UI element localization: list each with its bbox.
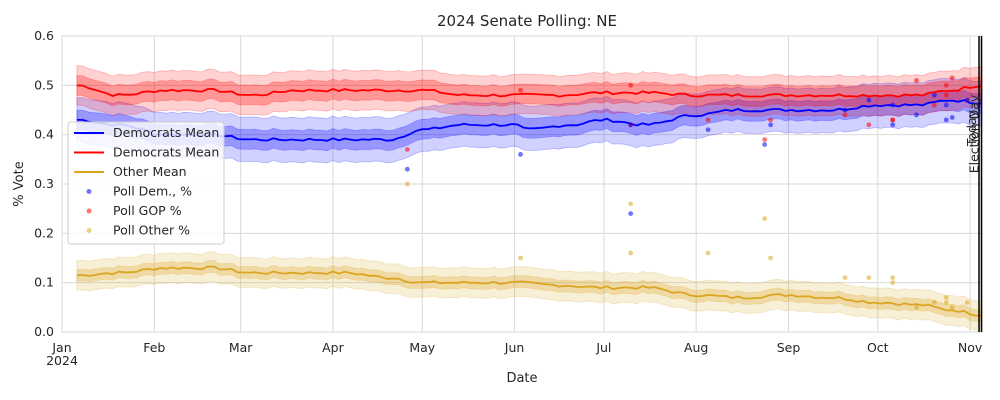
poll-gop-point [768,117,773,122]
poll-gop-point [405,147,410,152]
x-tick-label: Feb [143,340,165,355]
y-tick-label: 0.6 [34,28,54,43]
y-tick-label: 0.1 [34,275,54,290]
poll-dem-point [944,103,949,108]
x-tick-label: May [409,340,435,355]
legend: Democrats Mean Democrats Mean Other Mean Po… [68,122,224,244]
legend-dot-swatch [87,228,92,233]
poll-gop-point [866,122,871,127]
poll-dem-point [950,115,955,120]
x-axis-label: Date [506,371,537,386]
poll-gop-point [762,137,767,142]
poll-gop-point [706,117,711,122]
poll-other-point [762,216,767,221]
poll-dem-point [932,93,937,98]
legend-dot-swatch [87,209,92,214]
poll-other-point [405,182,410,187]
legend-label: Poll Other % [113,223,190,238]
poll-dem-point [706,127,711,132]
poll-dem-point [890,103,895,108]
poll-other-point [944,300,949,305]
poll-other-point [518,256,523,261]
poll-gop-point [932,103,937,108]
legend-label: Poll GOP % [113,203,182,218]
x-tick-label: Jun [504,340,525,355]
poll-dem-point [518,152,523,157]
y-axis-label: % Vote [12,161,27,206]
y-tick-label: 0.3 [34,176,54,191]
poll-other-point [932,300,937,305]
poll-gop-point [518,88,523,93]
x-tick-sublabel: 2024 [46,353,78,368]
x-tick-label: Apr [322,340,344,355]
poll-gop-point [950,76,955,81]
poll-dem-point [405,167,410,172]
legend-label: Democrats Mean [113,145,219,160]
poll-gop-point [944,83,949,88]
poll-other-point [914,305,919,310]
y-tick-label: 0.5 [34,77,54,92]
poll-gop-point [843,113,848,118]
poll-gop-point [890,117,895,122]
poll-gop-point [944,93,949,98]
poll-other-point [706,251,711,256]
x-tick-label: Sep [777,340,801,355]
poll-dem-point [628,211,633,216]
poll-dem-point [768,122,773,127]
legend-label: Poll Dem., % [113,184,192,199]
poll-dem-point [762,142,767,147]
x-tick-label: Mar [229,340,253,355]
legend-label: Democrats Mean [113,125,219,140]
election-day-label: Election Day [967,94,982,173]
poll-other-point [890,275,895,280]
poll-gop-point [628,83,633,88]
x-tick-label: Jul [595,340,611,355]
y-tick-label: 0.2 [34,225,54,240]
poll-other-point [965,300,970,305]
legend-dot-swatch [87,189,92,194]
poll-other-point [628,251,633,256]
poll-dem-point [890,122,895,127]
poll-dem-point [843,108,848,113]
chart-title: 2024 Senate Polling: NE [437,12,617,30]
poll-dem-point [628,122,633,127]
y-tick-label: 0.0 [34,324,54,339]
poll-dem-point [914,113,919,118]
poll-other-point [890,280,895,285]
poll-dem-point [944,117,949,122]
poll-other-point [866,275,871,280]
y-tick-label: 0.4 [34,127,54,142]
poll-other-point [843,275,848,280]
poll-dem-point [866,98,871,103]
x-tick-label: Oct [867,340,889,355]
x-tick-label: Aug [684,340,708,355]
legend-label: Other Mean [113,164,187,179]
poll-other-point [768,256,773,261]
poll-gop-point [914,78,919,83]
poll-other-point [944,295,949,300]
x-tick-label: Nov [958,340,983,355]
poll-other-point [628,201,633,206]
poll-other-point [950,305,955,310]
